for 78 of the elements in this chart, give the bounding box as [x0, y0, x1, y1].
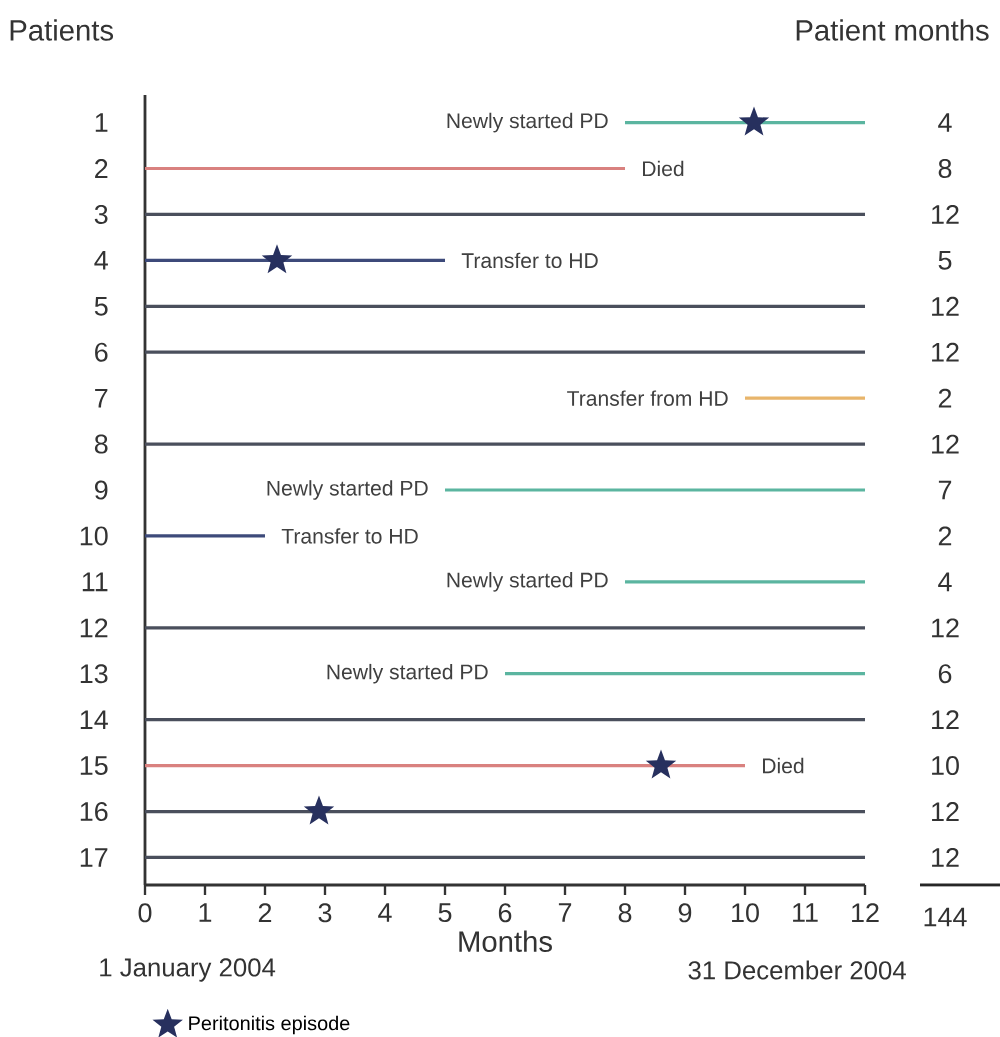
x-tick-label: 8	[618, 903, 632, 923]
x-tick-label: 0	[138, 903, 152, 923]
y-tick-label: 5	[94, 296, 108, 316]
y-tick-label: 13	[80, 664, 108, 684]
annotation: Died	[643, 160, 684, 177]
x-tick-label: 3	[318, 903, 332, 923]
y-axis-title: Patients	[10, 19, 114, 41]
y-tick-label: 16	[80, 801, 108, 822]
data-label: 5	[938, 250, 952, 270]
bar	[145, 442, 865, 446]
data-label: 12	[932, 434, 959, 454]
y2-axis-title: Patient months	[796, 19, 989, 41]
text: 1 January 2004	[100, 958, 276, 982]
data-label: 12	[932, 205, 959, 224]
x-axis-title: Months	[459, 930, 552, 952]
annotation: Died	[763, 757, 804, 774]
x-tick-label: 2	[258, 903, 272, 923]
data-label: 12	[932, 848, 959, 867]
y-tick-label: 2	[95, 159, 108, 178]
bar	[145, 534, 265, 538]
y-tick-label: 4	[94, 251, 108, 270]
data-label: 2	[938, 388, 952, 408]
x-tick-label: 9	[678, 903, 692, 923]
y-tick-label: 9	[94, 480, 108, 500]
data-label: 7	[938, 480, 952, 500]
y-tick-label: 3	[94, 204, 108, 224]
data-label: 4	[938, 572, 952, 592]
x-tick-label: 12	[852, 903, 879, 923]
x-tick-label: 11	[793, 903, 818, 922]
bar	[445, 488, 865, 492]
y-tick-label: 14	[80, 710, 108, 729]
bar	[745, 396, 865, 400]
annotation: Newly started PD	[267, 480, 428, 500]
bar	[145, 212, 865, 217]
y-tick-label: 10	[80, 526, 108, 546]
data-label: 12	[932, 342, 959, 362]
bar	[625, 580, 865, 584]
bar	[505, 672, 865, 676]
y-tick-label: 11	[82, 572, 108, 592]
bar	[145, 763, 745, 768]
bar	[145, 166, 625, 171]
annotation: Newly started PD	[447, 572, 608, 592]
y-tick-label: 15	[80, 756, 108, 775]
bar	[145, 350, 865, 354]
annotation: Transfer to HD	[461, 252, 598, 269]
x-tick-label: 6	[498, 903, 512, 923]
data-label: 12	[932, 710, 959, 730]
annotation: Newly started PD	[447, 112, 608, 133]
data-label: 2	[938, 526, 952, 546]
x-tick-label: 4	[378, 903, 392, 922]
annotation: Transfer to HD	[281, 528, 418, 544]
legend-label: Peritonitis episode	[189, 1015, 350, 1035]
annotation: Newly started PD	[327, 663, 488, 684]
x-tick-label: 5	[438, 903, 452, 923]
text: 31 December 2004	[688, 960, 906, 980]
data-label: 4	[938, 113, 952, 132]
x-tick-label: 1	[199, 903, 212, 922]
data-label: 6	[938, 664, 952, 684]
y-tick-label: 17	[80, 848, 108, 867]
bar	[145, 304, 865, 308]
annotation: Transfer from HD	[567, 390, 728, 406]
data-label: 10	[932, 756, 959, 776]
bar	[145, 855, 865, 860]
data-label: 8	[938, 158, 952, 179]
data-label: 12	[932, 618, 959, 638]
x-tick-label: 10	[732, 903, 759, 923]
bar	[145, 626, 865, 630]
text: 144	[924, 907, 967, 927]
x-tick-label: 7	[558, 903, 572, 922]
bar	[145, 718, 865, 722]
data-label: 12	[932, 296, 959, 316]
y-tick-label: 8	[94, 434, 108, 454]
y-tick-label: 7	[95, 388, 108, 408]
bar	[145, 809, 865, 814]
y-tick-label: 1	[95, 113, 108, 132]
data-label: 12	[932, 802, 959, 821]
y-tick-label: 6	[95, 342, 108, 362]
y-tick-label: 12	[80, 618, 108, 638]
